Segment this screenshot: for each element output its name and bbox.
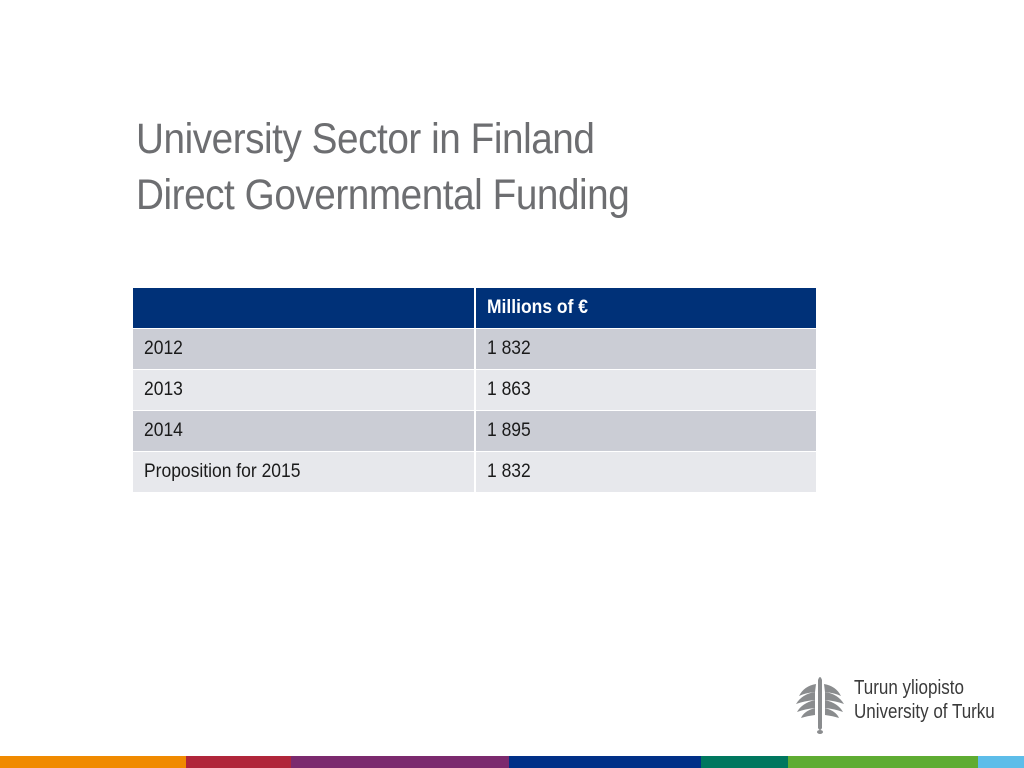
table-row: 2014 1 895: [133, 411, 816, 452]
logo-name-finnish: Turun yliopisto: [854, 677, 964, 699]
color-bar-segment: [978, 756, 1024, 768]
row-label: 2013: [133, 370, 476, 411]
color-bar-segment: [788, 756, 978, 768]
funding-table: Millions of € 2012 1 832 2013 1 863 2014…: [133, 288, 816, 493]
table-row: 2013 1 863: [133, 370, 816, 411]
color-bar-segment: [291, 756, 509, 768]
slide-title: University Sector in Finland Direct Gove…: [136, 111, 630, 223]
table-header-row: Millions of €: [133, 288, 816, 329]
row-label: 2014: [133, 411, 476, 452]
header-cell-empty: [133, 288, 476, 329]
row-value: 1 832: [476, 452, 816, 493]
color-bar-segment: [701, 756, 788, 768]
color-bar-segment: [186, 756, 291, 768]
color-bar-segment: [509, 756, 701, 768]
row-value: 1 895: [476, 411, 816, 452]
title-line-2: Direct Governmental Funding: [136, 171, 630, 219]
color-bar-segment: [0, 756, 186, 768]
torch-emblem-icon: [796, 677, 844, 734]
brand-color-bar: [0, 756, 1024, 768]
header-cell-millions: Millions of €: [476, 288, 816, 329]
row-value: 1 863: [476, 370, 816, 411]
table-row: 2012 1 832: [133, 329, 816, 370]
table-row: Proposition for 2015 1 832: [133, 452, 816, 493]
row-label: Proposition for 2015: [133, 452, 476, 493]
title-line-1: University Sector in Finland: [136, 115, 595, 163]
university-logo: Turun yliopisto University of Turku: [794, 672, 995, 734]
row-label: 2012: [133, 329, 476, 370]
logo-name-english: University of Turku: [854, 701, 995, 723]
row-value: 1 832: [476, 329, 816, 370]
logo-text: Turun yliopisto University of Turku: [854, 676, 995, 724]
